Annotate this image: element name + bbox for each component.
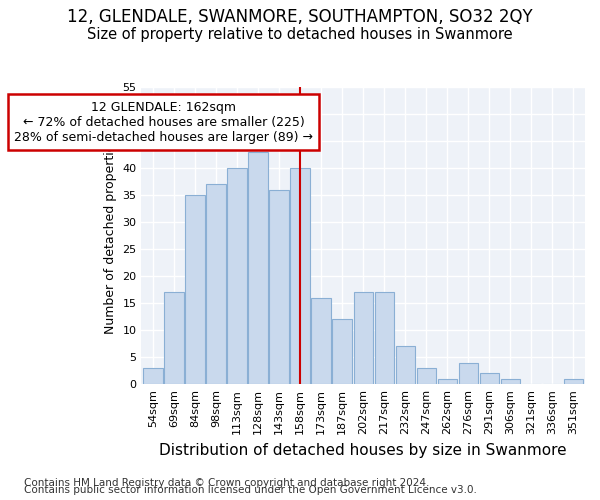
Bar xyxy=(437,379,457,384)
X-axis label: Distribution of detached houses by size in Swanmore: Distribution of detached houses by size … xyxy=(160,442,567,458)
Bar xyxy=(206,184,226,384)
Bar xyxy=(416,368,436,384)
Bar xyxy=(311,298,331,384)
Bar xyxy=(564,379,583,384)
Bar xyxy=(185,195,205,384)
Bar xyxy=(332,320,352,384)
Bar xyxy=(395,346,415,384)
Y-axis label: Number of detached properties: Number of detached properties xyxy=(104,137,117,334)
Bar xyxy=(227,168,247,384)
Bar xyxy=(500,379,520,384)
Bar xyxy=(479,374,499,384)
Bar xyxy=(143,368,163,384)
Text: Contains HM Land Registry data © Crown copyright and database right 2024.: Contains HM Land Registry data © Crown c… xyxy=(24,478,430,488)
Text: 12 GLENDALE: 162sqm
← 72% of detached houses are smaller (225)
28% of semi-detac: 12 GLENDALE: 162sqm ← 72% of detached ho… xyxy=(14,100,313,144)
Text: Size of property relative to detached houses in Swanmore: Size of property relative to detached ho… xyxy=(87,28,513,42)
Bar xyxy=(374,292,394,384)
Text: Contains public sector information licensed under the Open Government Licence v3: Contains public sector information licen… xyxy=(24,485,477,495)
Text: 12, GLENDALE, SWANMORE, SOUTHAMPTON, SO32 2QY: 12, GLENDALE, SWANMORE, SOUTHAMPTON, SO3… xyxy=(67,8,533,26)
Bar xyxy=(458,362,478,384)
Bar xyxy=(269,190,289,384)
Bar xyxy=(353,292,373,384)
Bar xyxy=(164,292,184,384)
Bar xyxy=(290,168,310,384)
Bar xyxy=(248,152,268,384)
